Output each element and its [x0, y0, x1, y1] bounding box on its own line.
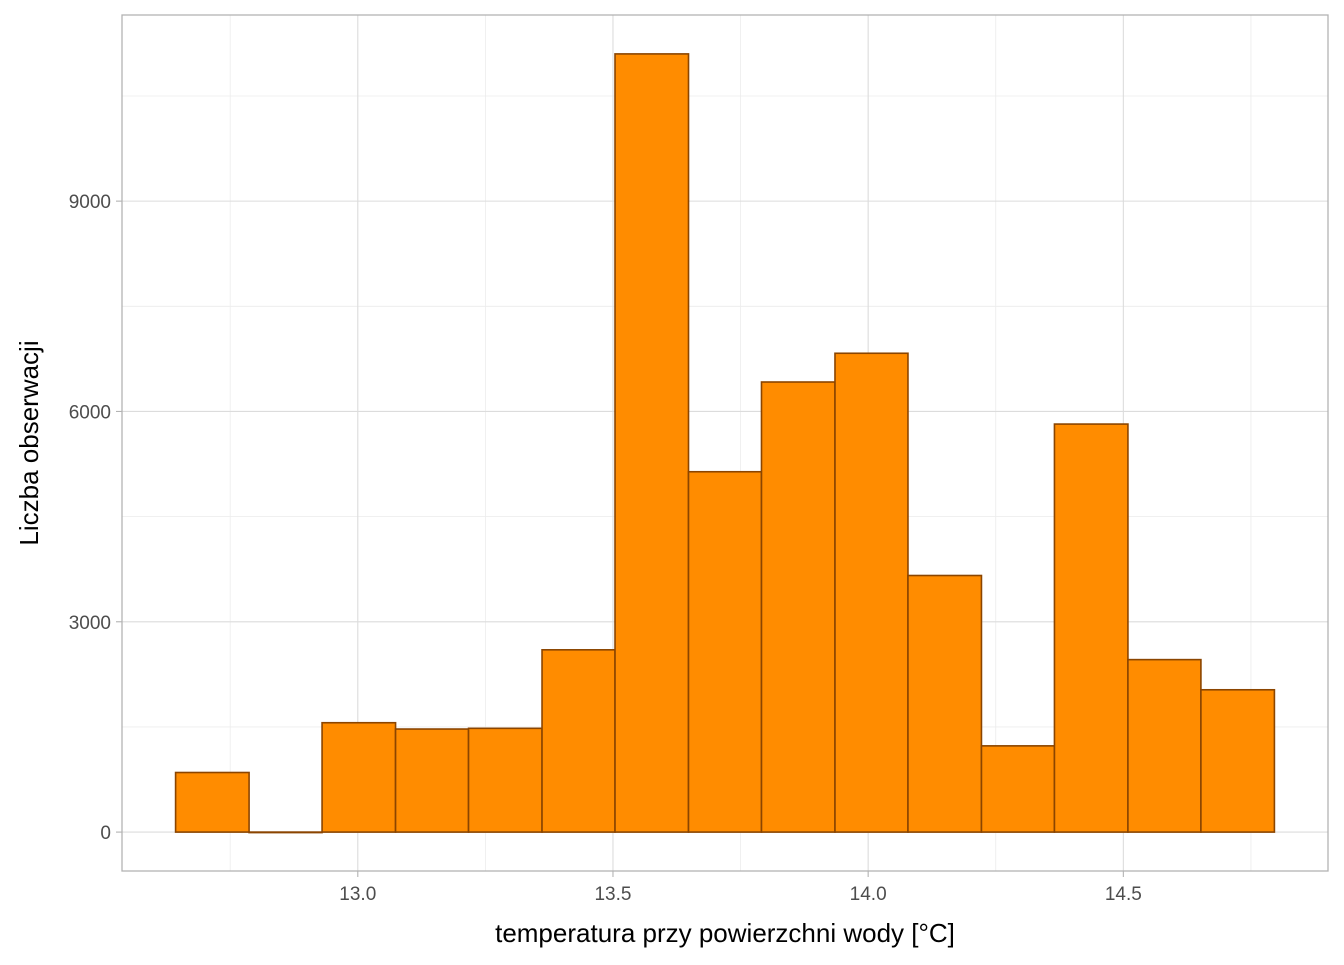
histogram-bar-12 [980, 745, 1056, 833]
histogram-bar-14 [1127, 658, 1202, 833]
histogram-bar-6 [541, 649, 616, 833]
histogram-bar-11 [907, 574, 983, 833]
plot-panel-border [121, 14, 1329, 872]
y-axis-title: Liczba obserwacji [14, 340, 44, 545]
y-tick-label: 3000 [69, 613, 111, 634]
histogram-bar-8 [687, 470, 763, 833]
histogram-bar-3 [321, 721, 397, 833]
histogram-bar-10 [834, 352, 909, 833]
histogram-bar-1 [174, 771, 250, 833]
y-tick-label: 0 [100, 823, 111, 844]
histogram-bar-15 [1200, 688, 1276, 833]
histogram-bar-9 [760, 381, 836, 833]
histogram-bar-2 [248, 831, 323, 834]
ticks-layer: 13.0 13.5 14.0 14.5 0 3000 6000 9000 [69, 192, 1142, 905]
y-tick-label: 6000 [69, 402, 111, 423]
histogram-bar-7 [614, 53, 690, 833]
histogram-bar-13 [1053, 423, 1129, 833]
x-tick-label: 13.0 [339, 884, 376, 905]
x-tick-label: 14.5 [1105, 884, 1142, 905]
histogram-bar-4 [394, 728, 470, 833]
y-tick-label: 9000 [69, 192, 111, 213]
x-tick-label: 13.5 [594, 884, 631, 905]
histogram-bar-5 [467, 727, 543, 833]
x-tick-label: 14.0 [850, 884, 887, 905]
x-axis-title: temperatura przy powierzchni wody [°C] [495, 918, 955, 948]
bars-layer [174, 53, 1276, 834]
